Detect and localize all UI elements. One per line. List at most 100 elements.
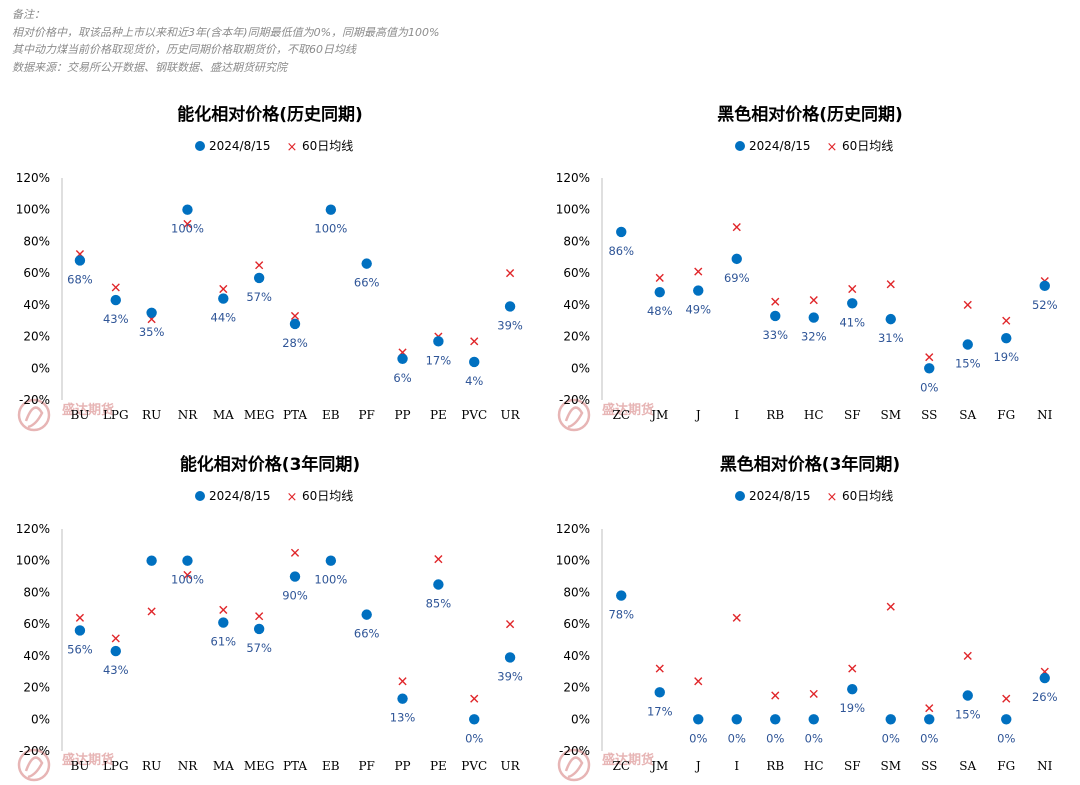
ma60-stroke [732,613,741,622]
x-tick-label: JM [649,759,668,773]
ma60-point [925,704,934,713]
ma60-point [848,664,857,673]
x-tick-label: NI [1037,408,1053,422]
y-tick-label: 100% [16,554,50,568]
x-tick-label: RU [142,408,161,422]
x-tick-label: RB [766,408,784,422]
ma60-stroke [925,353,934,362]
data-label: 56% [67,642,93,656]
data-label: 69% [724,271,750,285]
ma60-point [655,273,664,282]
x-tick-label: MA [213,408,234,422]
watermark-logo: 盛达期货 [17,748,114,782]
y-tick-label: 60% [563,617,590,631]
current-point [654,687,665,698]
y-tick-label: 60% [563,266,590,280]
ma60-stroke [219,605,228,614]
chart-legend: 2024/8/15 × 60日均线 [195,489,353,505]
chart-legend: 2024/8/15 × 60日均线 [735,489,893,505]
ma60-point [255,612,264,621]
chart-title: 黑色相对价格(历史同期) [717,104,903,125]
watermark-swoosh [564,406,584,429]
ma60-stroke [886,280,895,289]
ma60-point [290,311,300,321]
x-tick-label: PE [430,408,447,422]
ma60-point [886,602,895,611]
watermark-logo: 盛达期货 [557,748,654,782]
data-label: 66% [354,627,380,641]
data-label: 66% [354,276,380,290]
ma60-stroke [848,664,857,673]
ma60-point [505,620,515,629]
x-tick-label: FG [997,759,1015,773]
data-label: 15% [955,357,981,371]
ma60-point [732,223,741,232]
current-point [253,623,265,635]
current-point [325,204,337,215]
data-label: 19% [839,701,865,715]
current-point [770,714,781,725]
watermark-text: 盛达期货 [62,402,114,418]
legend-dot-marker [735,141,745,151]
x-tick-label: MEG [244,408,275,422]
ma60-point [771,297,780,306]
ma60-stroke [809,689,818,699]
data-label: 32% [801,330,827,344]
data-label: 86% [608,244,634,258]
y-tick-label: 40% [23,649,50,663]
y-tick-label: 20% [563,681,590,695]
current-point [885,313,896,325]
x-tick-label: J [694,759,701,773]
ma60-point [290,548,300,557]
current-point [924,363,935,374]
x-tick-label: PP [394,408,410,422]
data-label: 44% [211,311,237,325]
x-tick-label: NR [178,408,199,422]
current-point [731,253,742,265]
watermark-circle [17,748,51,782]
data-label: 28% [282,336,308,350]
current-point [397,693,408,704]
data-label: 6% [393,371,411,385]
x-tick-label: ZC [612,759,630,773]
legend-x-marker: × [287,490,298,505]
note-line: 数据来源：交易所公开数据、钢联数据、盛达期货研究院 [12,60,287,74]
ma60-point [694,267,703,276]
y-tick-label: 0% [571,712,590,726]
x-tick-label: LPG [103,759,129,773]
data-label: 19% [993,350,1019,364]
chart-legend: 2024/8/15 × 60日均线 [735,139,893,155]
ma60-point [809,689,818,699]
chart-title: 能化相对价格(3年同期) [180,454,360,475]
ma60-stroke [1002,316,1011,325]
data-label: 15% [955,708,981,722]
current-point [253,272,265,284]
data-label: 33% [762,328,788,342]
ma60-stroke [963,651,972,660]
x-tick-label: FG [997,408,1015,422]
ma60-point [1002,316,1011,325]
ma60-point [111,283,120,292]
ma60-point [963,300,972,309]
data-label: 26% [1032,690,1058,704]
legend-label: 2024/8/15 [749,489,811,503]
chart-energy-3yr: 盛达期货 能化相对价格(3年同期) 2024/8/15 × 60日均线 120% 100% 8… [16,454,523,782]
current-point [74,255,86,266]
current-point [885,714,896,725]
x-tick-label: ZC [612,408,630,422]
ma60-stroke [925,704,934,713]
legend-dot-marker [735,491,745,501]
y-tick-label: -20% [559,744,590,758]
legend-label: 60日均线 [302,489,353,503]
ma60-stroke [1002,694,1011,703]
x-tick-label: MA [213,759,234,773]
data-label: 0% [728,731,746,745]
y-tick-label: 120% [16,522,50,536]
x-tick-label: SA [959,408,976,422]
ma60-stroke [886,602,895,611]
data-label: 0% [465,731,483,745]
note-line: 其中动力煤当前价格取现货价，历史同期价格取期货价，不取60日均线 [12,43,356,56]
x-tick-label: UR [500,408,520,422]
current-point [693,285,704,296]
data-label: 17% [647,704,673,718]
